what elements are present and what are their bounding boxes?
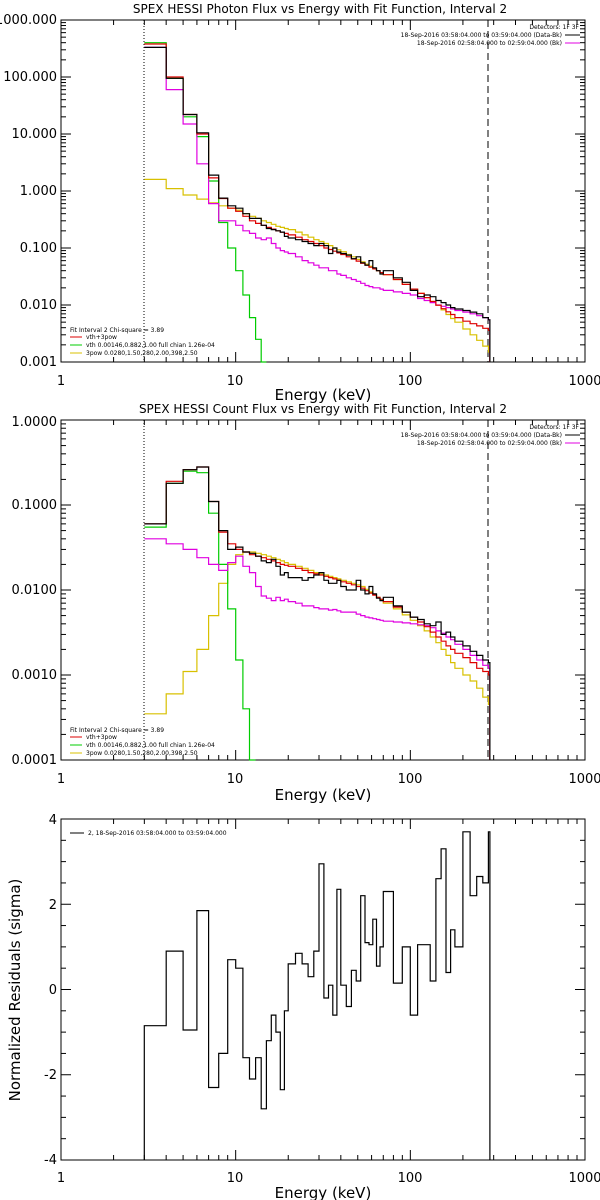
photon-fit-title: Fit Interval 2 Chi-square = 3.89 (70, 327, 164, 334)
residual-x-tick-label: 100 (398, 1171, 423, 1186)
count-thermal-legend-label: vth 0.00146,0.882,1.00 full chian 1.26e-… (86, 742, 215, 749)
photon-time-range: 18-Sep-2016 03:58:04.000 to 03:59:04.000… (401, 32, 562, 39)
residual-x-tick-label: 1000 (568, 1171, 600, 1186)
count-detectors-label: Detectors: 1F 3F (529, 424, 579, 431)
photon-y-tick-label: 0.010 (20, 298, 57, 313)
residual-y-tick-label: -2 (44, 1068, 57, 1083)
count-series-data-bk (144, 466, 491, 760)
count-time-range: 18-Sep-2016 03:58:04.000 to 03:59:04.000… (401, 432, 562, 439)
count-x-axis (60, 420, 578, 760)
residual-y-tick-label: 4 (49, 813, 57, 828)
residual-y-axis-label: Normalized Residuals (sigma) (6, 879, 24, 1102)
count-powerlaw-legend-label: 3pow 0.0280,1.50,280,2.00,398,2.50 (86, 750, 198, 757)
photon-x-axis (60, 20, 578, 362)
residual-y-tick-label: -4 (44, 1153, 57, 1168)
photon-y-tick-label: 1.000 (20, 184, 57, 199)
count-y-tick-label: 0.0001 (12, 753, 58, 768)
photon-x-tick-label: 1000 (568, 374, 600, 389)
residual-series-group (143, 831, 491, 1160)
photon-y-tick-label: 0.001 (20, 355, 57, 370)
count-x-tick-label: 1 (57, 772, 65, 787)
count-y-tick-label: 0.0100 (12, 583, 58, 598)
photon-plot-frame (60, 19, 586, 363)
count-series-vth (144, 470, 256, 761)
count-bk-range: 18-Sep-2016 02:58:04.000 to 02:59:04.000… (417, 440, 562, 447)
count-series-3pow (144, 551, 491, 760)
residual-y-tick-label: 2 (49, 898, 57, 913)
residual-y-tick-label: 0 (49, 983, 57, 998)
photon-series-group (144, 42, 491, 363)
residual-series-2-18-sep-2016-03-58-04-000-to-03-59-04-000 (143, 831, 491, 1160)
photon-flux-panel: SPEX HESSI Photon Flux vs Energy with Fi… (0, 2, 600, 404)
count-plot-frame (60, 419, 586, 761)
residual-y-axis (61, 818, 585, 1161)
photon-series-vth-3pow (144, 43, 491, 362)
photon-series-3pow (144, 178, 491, 362)
photon-y-tick-label: 100.000 (3, 70, 57, 85)
count-fit-title: Fit Interval 2 Chi-square = 3.89 (70, 727, 164, 734)
photon-series-data-bk (144, 46, 491, 362)
photon-x-tick-label: 10 (227, 374, 244, 389)
photon-fit-legend-label: vth+3pow (86, 334, 117, 341)
residual-legend-label: 2, 18-Sep-2016 03:58:04.000 to 03:59:04.… (88, 830, 227, 837)
photon-y-axis (61, 19, 585, 363)
photon-thermal-legend-label: vth 0.00146,0.882,1.00 full chian 1.26e-… (86, 342, 215, 349)
count-x-tick-label: 10 (227, 772, 244, 787)
count-x-axis-label: Energy (keV) (275, 786, 372, 804)
count-fit-legend-label: vth+3pow (86, 734, 117, 741)
count-series-vth-3pow (144, 466, 491, 760)
photon-flux-title: SPEX HESSI Photon Flux vs Energy with Fi… (133, 2, 507, 16)
count-y-axis (61, 419, 585, 761)
photon-detectors-label: Detectors: 1F 3F (529, 24, 579, 31)
photon-series-bk (144, 46, 491, 362)
photon-y-tick-label: 10.000 (12, 127, 58, 142)
photon-x-axis-label: Energy (keV) (275, 386, 372, 404)
residual-plot-frame (60, 818, 586, 1161)
residual-x-tick-label: 1 (57, 1171, 65, 1186)
residual-x-tick-label: 10 (227, 1171, 244, 1186)
count-series-group (144, 466, 491, 761)
photon-series-vth (144, 42, 267, 363)
count-flux-title: SPEX HESSI Count Flux vs Energy with Fit… (139, 402, 507, 416)
residual-x-axis-label: Energy (keV) (275, 1184, 372, 1200)
count-flux-panel: SPEX HESSI Count Flux vs Energy with Fit… (12, 402, 600, 804)
count-y-tick-label: 1.0000 (12, 415, 58, 430)
photon-bk-range: 18-Sep-2016 02:58:04.000 to 02:59:04.000… (417, 40, 562, 47)
photon-x-tick-label: 100 (398, 374, 423, 389)
count-x-tick-label: 100 (398, 772, 423, 787)
photon-y-tick-label: 1000.000 (0, 13, 57, 28)
photon-x-tick-label: 1 (57, 374, 65, 389)
photon-powerlaw-legend-label: 3pow 0.0280,1.50,280,2.00,398,2.50 (86, 350, 198, 357)
residuals-panel: 1 10 100 1000 -4 -2 0 2 4 Energy (keV) N… (6, 813, 600, 1200)
count-x-tick-label: 1000 (568, 772, 600, 787)
count-series-bk (144, 538, 491, 760)
count-y-tick-label: 0.1000 (12, 498, 58, 513)
count-y-tick-label: 0.0010 (12, 668, 58, 683)
photon-y-tick-label: 0.100 (20, 241, 57, 256)
